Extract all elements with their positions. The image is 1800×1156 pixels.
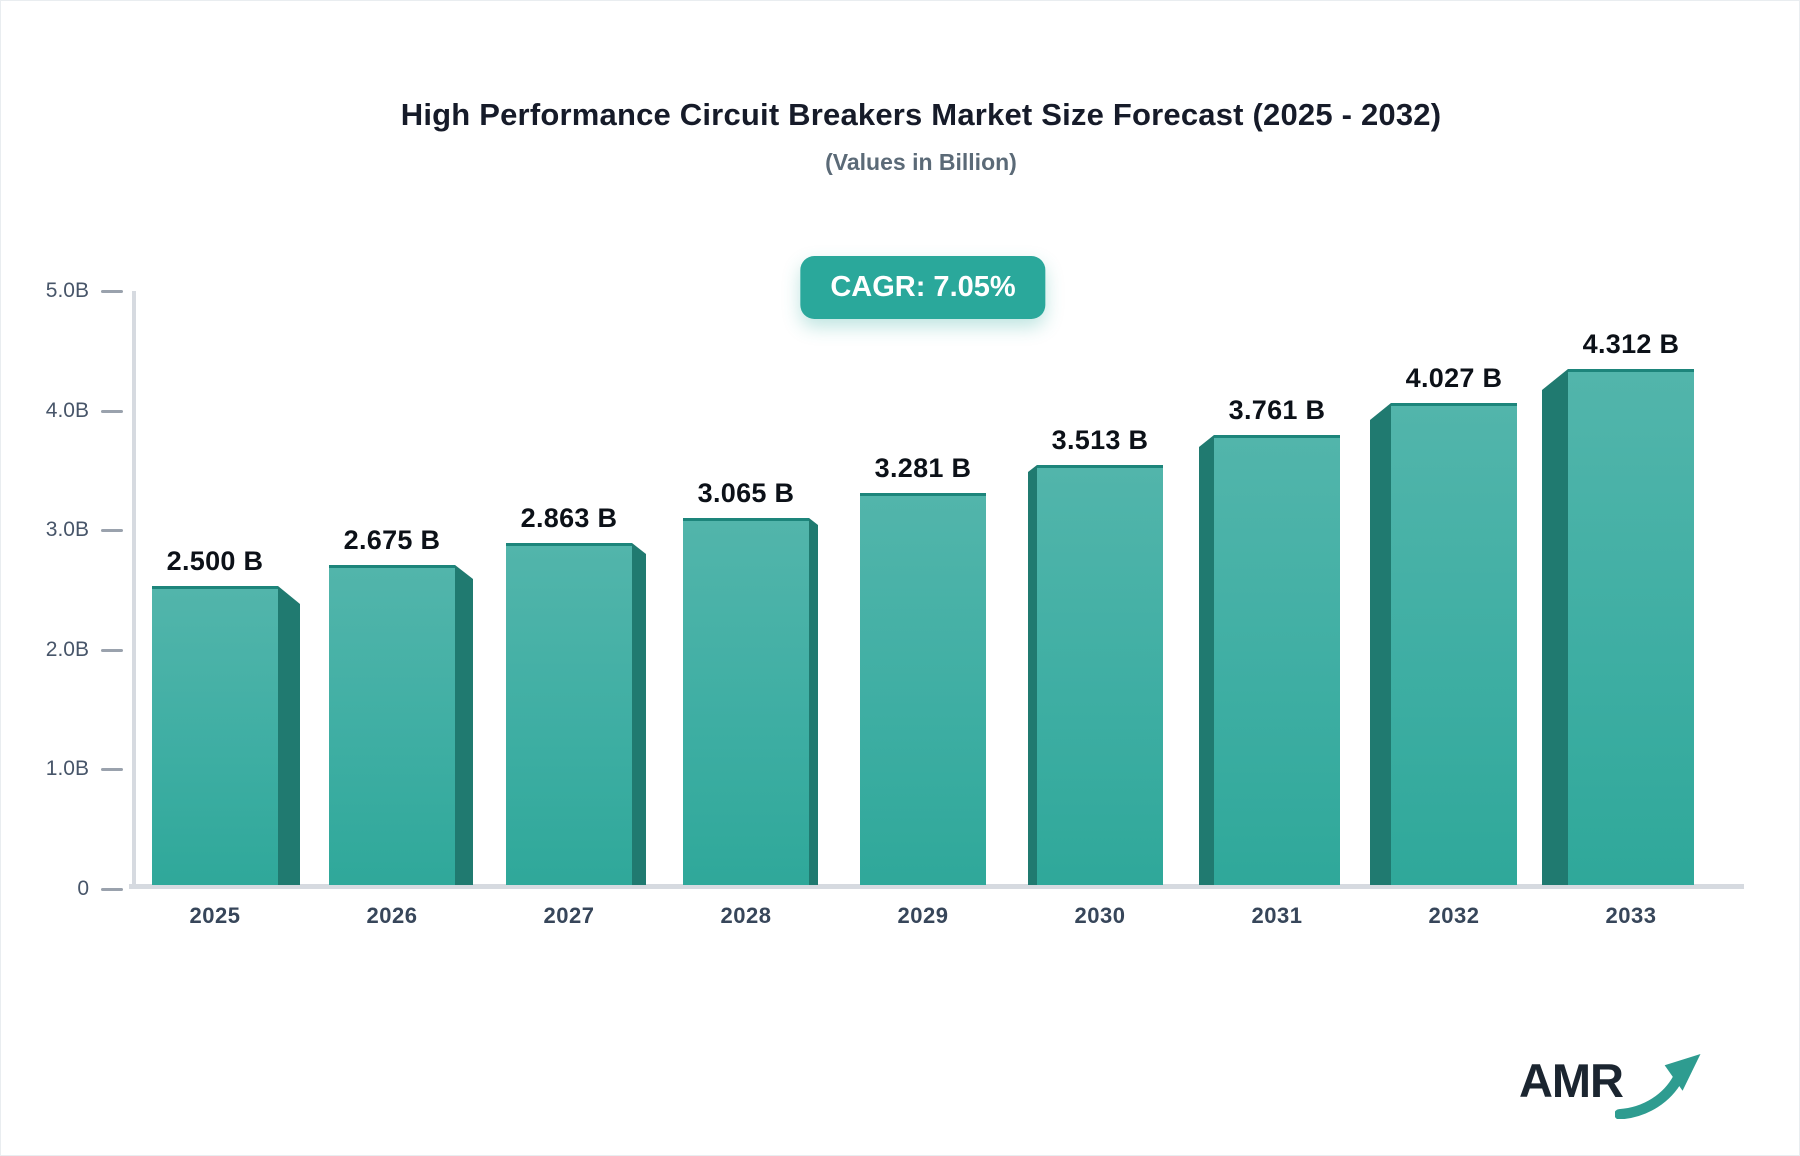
bar-body — [1391, 403, 1517, 885]
x-axis-label: 2033 — [1605, 903, 1657, 928]
bar-body — [1568, 369, 1694, 885]
y-tick-dash — [101, 648, 123, 652]
bar-2025: 2.500 B — [152, 546, 300, 885]
bar-side-face — [809, 518, 818, 885]
bar-value-label: 4.027 B — [1405, 363, 1503, 393]
y-tick-dash — [101, 409, 123, 413]
bar-value-label: 4.312 B — [1582, 329, 1680, 359]
x-axis-label: 2032 — [1428, 903, 1480, 928]
bar-value-label: 2.500 B — [166, 546, 264, 576]
y-tick-dash — [101, 768, 123, 772]
bar-2033: 4.312 B — [1542, 329, 1694, 885]
y-tick-dash — [101, 529, 123, 533]
bar-body — [329, 565, 455, 885]
bar-2027: 2.863 B — [506, 503, 646, 885]
bar-value-label: 2.675 B — [343, 525, 441, 555]
y-tick-label: 1.0B — [45, 757, 89, 781]
bar-side-face — [1370, 403, 1391, 885]
y-axis-line — [132, 291, 136, 889]
bar-body — [152, 586, 278, 885]
bar-2026: 2.675 B — [329, 525, 473, 885]
bar-2030: 3.513 B — [1028, 425, 1163, 885]
x-axis-label: 2029 — [897, 903, 949, 928]
x-axis: 2025 2026 2027 2028 2029 2030 2031 2032 2033 — [1, 903, 1799, 943]
bar-body — [1037, 465, 1163, 885]
bar-2029: 3.281 B — [860, 453, 986, 885]
logo-arrow-icon — [1615, 1053, 1701, 1119]
y-tick-dash — [101, 888, 123, 891]
x-axis-label: 2031 — [1251, 903, 1303, 928]
bar-value-label: 3.065 B — [697, 478, 795, 508]
bar-side-face — [1542, 369, 1568, 885]
y-tick-label: 5.0B — [45, 279, 89, 302]
x-axis-label: 2026 — [366, 903, 418, 928]
bar-side-face — [1199, 435, 1214, 885]
bar-body — [1214, 435, 1340, 885]
cagr-badge: CAGR: 7.05% — [800, 256, 1046, 319]
y-tick-label: 0 — [77, 877, 89, 900]
logo-text: AMR — [1518, 1054, 1624, 1107]
bar-body — [506, 543, 632, 885]
bar-value-label: 2.863 B — [520, 503, 618, 533]
bar-2032: 4.027 B — [1370, 363, 1517, 885]
bar-side-face — [1028, 465, 1037, 885]
bar-2031: 3.761 B — [1199, 395, 1340, 885]
bar-value-label: 3.513 B — [1051, 425, 1149, 455]
x-axis-label: 2027 — [543, 903, 595, 928]
y-tick-label: 3.0B — [45, 518, 89, 542]
x-axis-label: 2028 — [720, 903, 772, 928]
x-axis-label: 2030 — [1074, 903, 1126, 928]
plot-area: 5.0B 4.0B 3.0B 2.0B 1.0B 0 2.500 B 2.675 B 2.863… — [1, 279, 1799, 900]
chart-title: High Performance Circuit Breakers Market… — [400, 97, 1442, 132]
bar-side-face — [278, 586, 300, 885]
x-axis-line — [129, 884, 1744, 889]
x-axis-label: 2025 — [189, 903, 241, 928]
amr-logo: AMR — [1519, 1051, 1703, 1119]
bar-side-face — [455, 565, 473, 885]
bar-value-label: 3.761 B — [1228, 395, 1326, 425]
y-tick-label: 4.0B — [45, 398, 89, 422]
y-tick-label: 2.0B — [45, 637, 89, 661]
bar-side-face — [632, 543, 646, 885]
bar-body — [683, 518, 809, 885]
chart-subtitle: (Values in Billion) — [825, 149, 1017, 175]
y-tick-dash — [101, 290, 123, 293]
bar-body — [860, 493, 986, 885]
bar-2028: 3.065 B — [683, 478, 818, 885]
bar-value-label: 3.281 B — [874, 453, 972, 483]
